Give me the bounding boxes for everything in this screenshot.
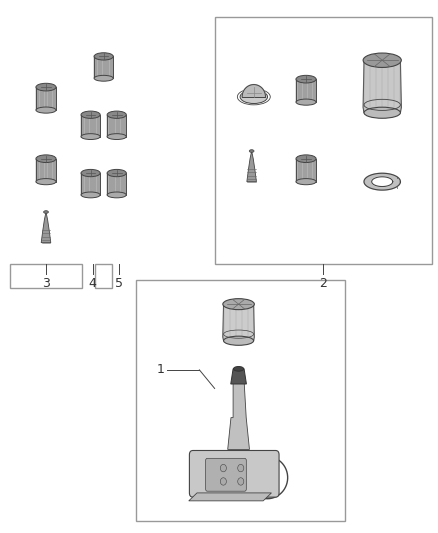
Ellipse shape [364,107,400,118]
Ellipse shape [240,90,268,103]
Polygon shape [107,115,126,136]
Ellipse shape [296,155,316,163]
Ellipse shape [81,111,100,118]
Ellipse shape [249,150,254,152]
Polygon shape [36,159,56,182]
Ellipse shape [36,83,56,91]
Ellipse shape [233,367,244,371]
Bar [95,264,113,288]
FancyBboxPatch shape [205,458,246,491]
FancyBboxPatch shape [189,450,279,497]
Polygon shape [94,56,113,78]
Bar [136,280,345,521]
Ellipse shape [81,134,100,140]
Polygon shape [223,304,254,341]
Ellipse shape [223,336,254,345]
Polygon shape [41,212,51,243]
Polygon shape [36,87,56,110]
Polygon shape [364,173,400,190]
Ellipse shape [94,53,113,60]
Ellipse shape [94,75,113,81]
Polygon shape [247,151,256,182]
Text: 2: 2 [319,277,327,290]
Ellipse shape [223,298,254,310]
Polygon shape [296,159,316,182]
Ellipse shape [81,169,100,177]
Ellipse shape [36,179,56,185]
Ellipse shape [107,111,126,118]
Polygon shape [242,85,265,97]
Polygon shape [107,173,126,195]
Polygon shape [81,173,100,195]
Ellipse shape [296,75,316,83]
Polygon shape [189,493,272,501]
Bar [10,264,82,288]
Ellipse shape [107,134,126,140]
Circle shape [220,464,226,472]
Text: 1: 1 [156,364,164,376]
Circle shape [238,478,244,485]
Bar [215,17,432,264]
Ellipse shape [81,192,100,198]
Polygon shape [81,115,100,136]
Polygon shape [228,381,250,449]
Ellipse shape [44,211,48,213]
Polygon shape [363,60,401,113]
Ellipse shape [363,53,401,68]
Text: 3: 3 [42,277,50,290]
Polygon shape [296,79,316,102]
Ellipse shape [107,169,126,177]
Ellipse shape [36,107,56,113]
Circle shape [220,478,226,485]
Circle shape [238,464,244,472]
Text: 5: 5 [115,277,123,290]
Ellipse shape [36,155,56,163]
Text: 4: 4 [89,277,97,290]
Ellipse shape [296,99,316,105]
Ellipse shape [296,179,316,185]
Polygon shape [231,369,247,384]
Polygon shape [372,177,393,187]
Ellipse shape [107,192,126,198]
